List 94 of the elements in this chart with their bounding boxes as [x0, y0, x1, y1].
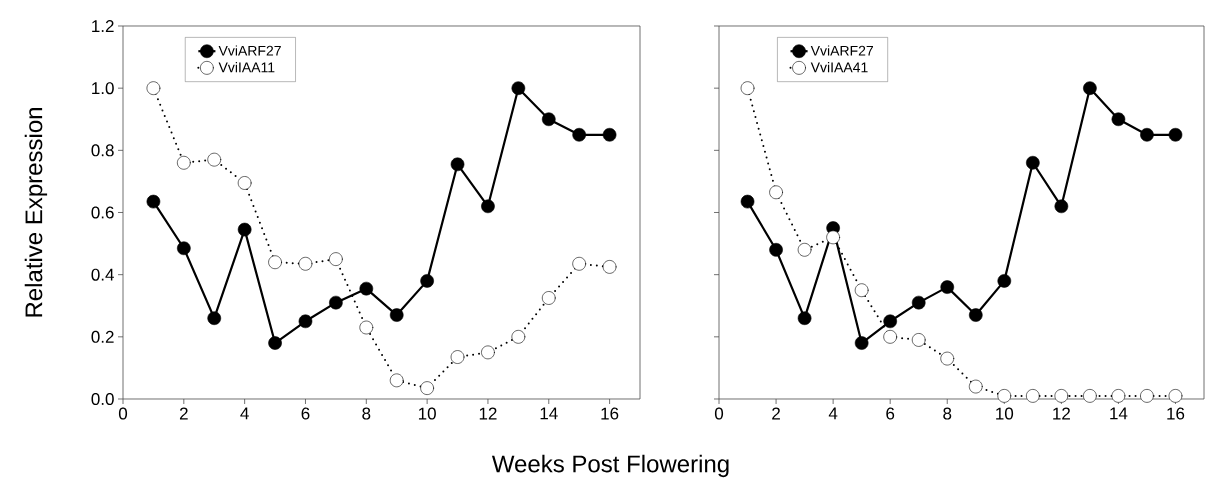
- point: [511, 330, 526, 344]
- point: [1083, 81, 1097, 95]
- point: [389, 308, 404, 322]
- x-tick-label: 12: [1053, 407, 1070, 420]
- point: [481, 199, 495, 214]
- point: [359, 281, 374, 296]
- point: [450, 350, 465, 364]
- x-tick-label: 6: [301, 407, 310, 420]
- point: [826, 230, 840, 245]
- point: [268, 255, 282, 270]
- point: [1140, 389, 1154, 403]
- point: [1111, 112, 1126, 127]
- x-tick-label: 16: [601, 407, 619, 420]
- x-tick-label: 0: [714, 407, 724, 420]
- x-tick-label: 4: [828, 407, 838, 420]
- point: [329, 252, 343, 266]
- point: [541, 112, 556, 127]
- x-tick-label: 10: [418, 407, 436, 420]
- point: [940, 280, 955, 294]
- x-tick-label: 10: [996, 407, 1014, 420]
- point: [1083, 389, 1097, 403]
- point: [146, 194, 161, 209]
- point: [481, 345, 495, 360]
- point: [1026, 389, 1040, 403]
- point: [968, 308, 983, 322]
- point: [1168, 127, 1183, 142]
- point: [329, 295, 343, 310]
- y-tick-label: 0.8: [91, 144, 114, 157]
- point: [268, 336, 282, 350]
- point: [769, 243, 783, 257]
- x-tick-label: 4: [240, 407, 249, 420]
- point: [1026, 155, 1040, 170]
- x-tick-label: 6: [886, 407, 895, 420]
- x-tick-label: 8: [362, 407, 371, 420]
- point: [854, 336, 869, 350]
- point: [1140, 127, 1154, 142]
- legend-label: VviIAA41: [810, 62, 868, 73]
- x-tick-label: 14: [540, 407, 558, 420]
- point: [997, 274, 1012, 288]
- point: [177, 155, 191, 170]
- point: [572, 256, 586, 271]
- legend-label: VviARF27: [218, 45, 281, 56]
- point: [740, 81, 755, 95]
- point: [602, 260, 617, 274]
- point: [450, 157, 465, 172]
- point: [420, 381, 434, 395]
- point: [997, 389, 1012, 403]
- point: [854, 283, 869, 298]
- point: [237, 222, 252, 237]
- point: [298, 314, 313, 329]
- point: [940, 351, 955, 366]
- point: [359, 320, 374, 335]
- point: [146, 81, 161, 95]
- point: [207, 152, 222, 167]
- legend-label: VviARF27: [810, 45, 873, 56]
- point: [797, 243, 812, 257]
- point: [511, 81, 526, 95]
- y-tick-label: 0.6: [91, 206, 114, 219]
- y-axis-title: Relative Expression: [24, 108, 48, 317]
- x-tick-label: 0: [118, 407, 128, 420]
- legend-label: VviIAA11: [218, 62, 275, 73]
- point: [237, 176, 252, 190]
- x-tick-label: 12: [479, 407, 497, 420]
- point: [572, 127, 586, 142]
- y-tick-label: 0.2: [91, 330, 114, 343]
- point: [911, 295, 926, 310]
- point: [207, 311, 222, 325]
- point: [911, 333, 926, 347]
- x-tick-label: 14: [1110, 407, 1128, 420]
- point: [769, 185, 783, 200]
- y-tick-label: 0.0: [91, 392, 114, 406]
- point: [298, 256, 313, 271]
- x-axis-title: Weeks Post Flowering: [491, 454, 729, 478]
- point: [541, 291, 556, 305]
- point: [389, 373, 404, 388]
- point: [177, 241, 191, 256]
- point: [883, 330, 897, 344]
- point: [1054, 389, 1069, 403]
- point: [883, 314, 897, 329]
- point: [420, 274, 434, 288]
- point: [1111, 389, 1126, 403]
- point: [797, 311, 812, 325]
- y-tick-label: 1.2: [92, 20, 114, 32]
- y-tick-label: 0.4: [91, 268, 114, 281]
- point: [1054, 199, 1069, 214]
- y-tick-label: 1.0: [92, 82, 114, 95]
- x-tick-label: 2: [179, 407, 188, 420]
- point: [968, 379, 983, 394]
- point: [740, 194, 755, 209]
- x-tick-label: 8: [943, 407, 952, 420]
- x-tick-label: 2: [772, 407, 780, 420]
- point: [1168, 389, 1183, 403]
- x-tick-label: 16: [1167, 407, 1185, 420]
- point: [602, 127, 617, 142]
